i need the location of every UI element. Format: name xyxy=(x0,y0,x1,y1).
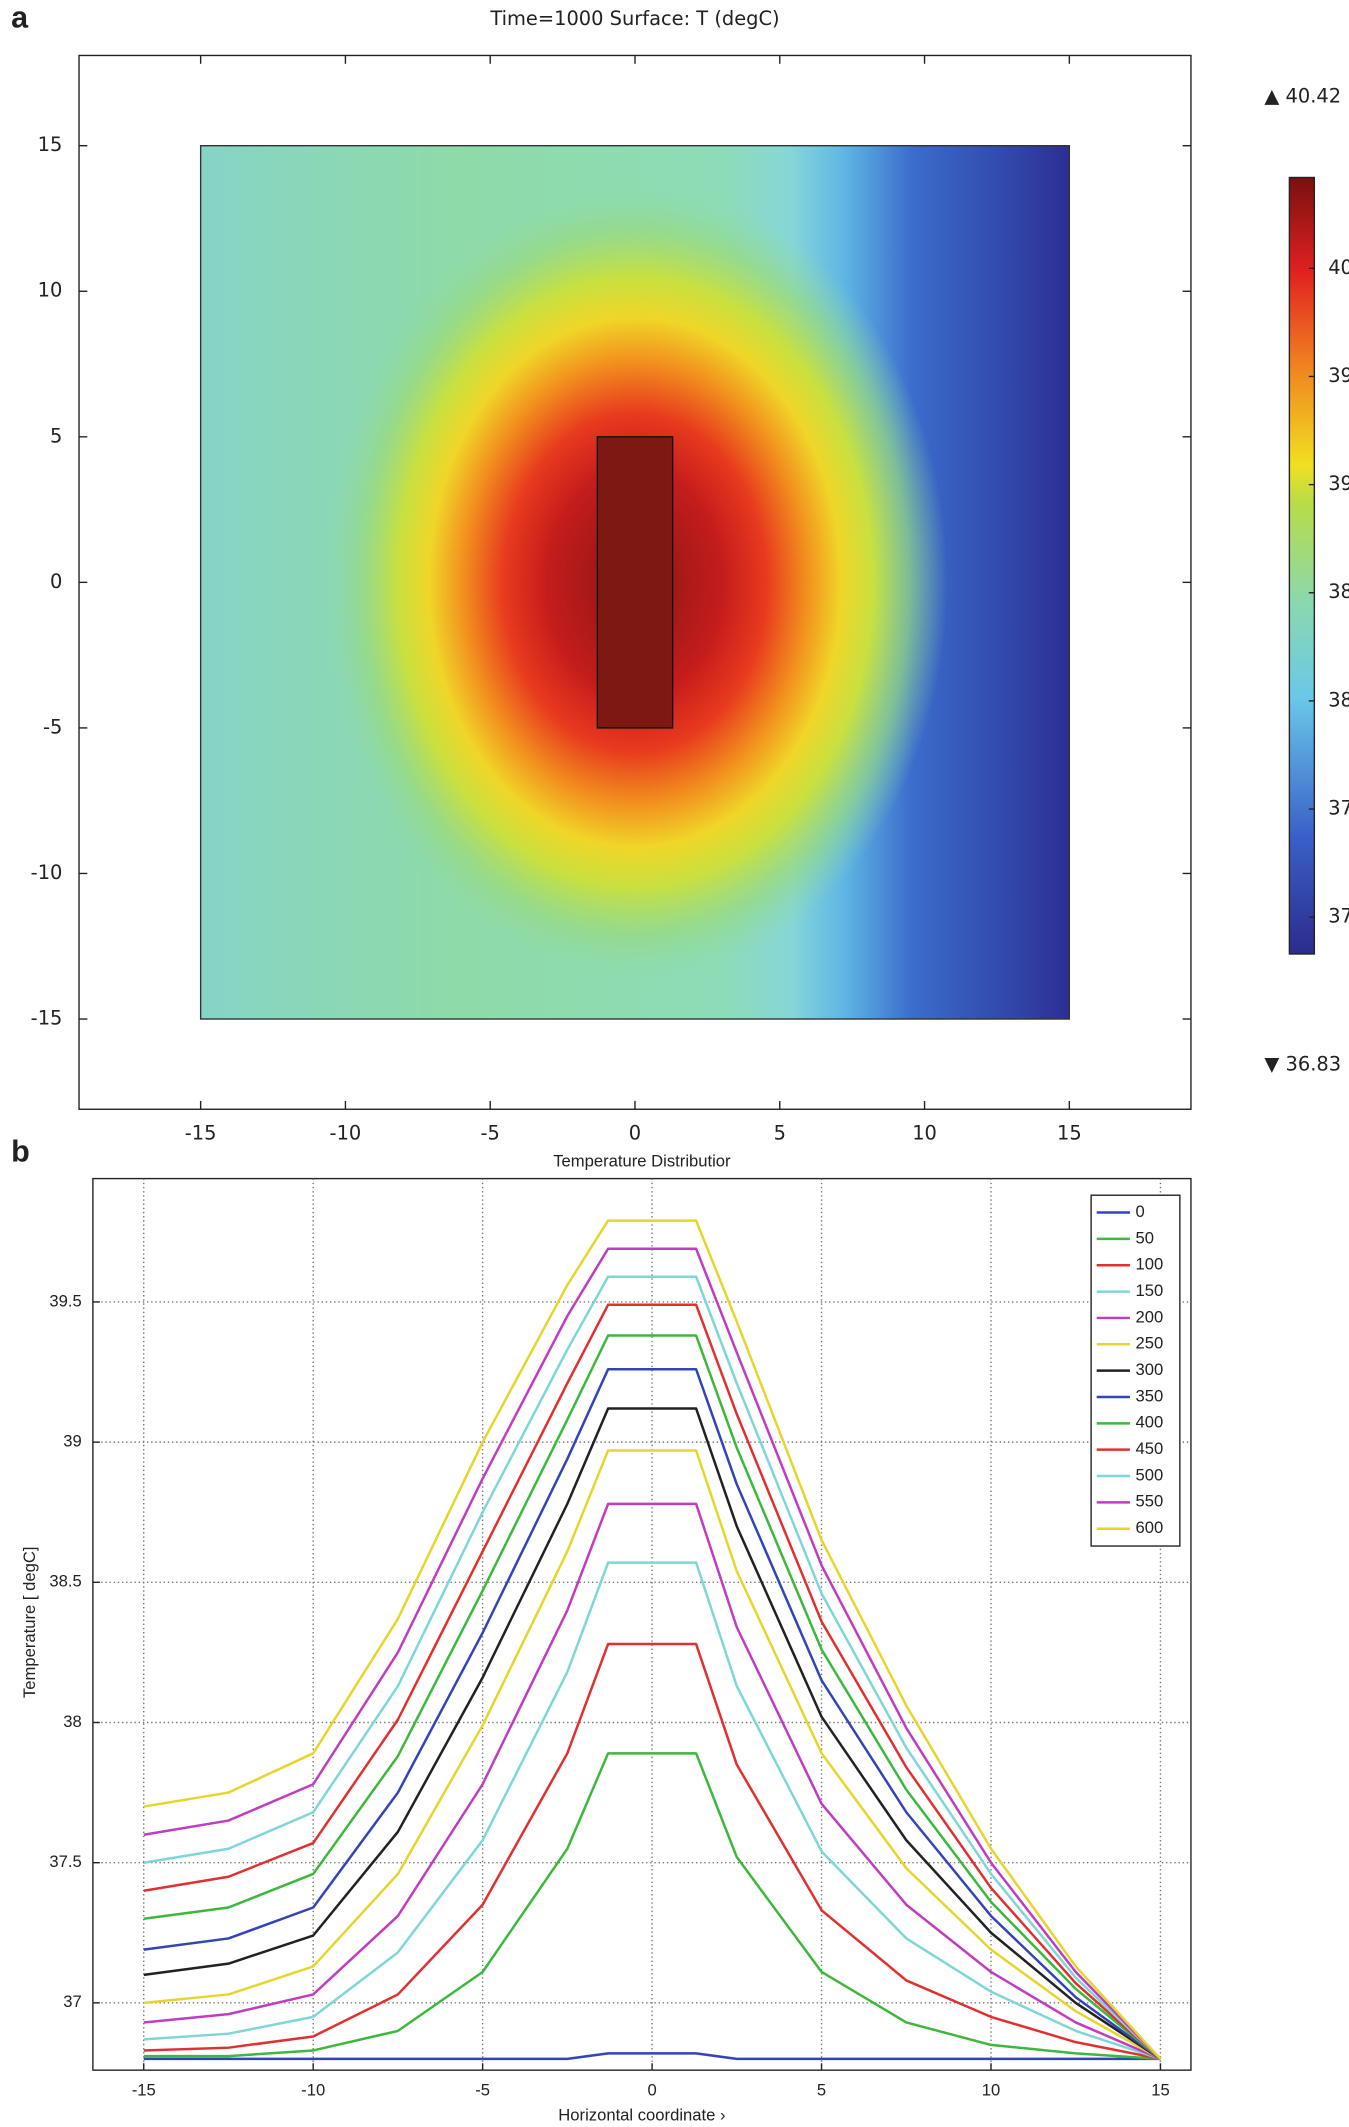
colorbar-tick-label: 39.5 xyxy=(1328,364,1349,387)
series-line xyxy=(143,1752,1161,2061)
y-tick-label: -5 xyxy=(43,715,62,738)
y-tick-label: 37.5 xyxy=(49,1852,81,1871)
legend-label: 600 xyxy=(1135,1518,1163,1537)
colorbar-tick-label: 37 xyxy=(1328,905,1349,928)
series-line xyxy=(143,1367,1162,2060)
y-tick-label: 39.5 xyxy=(49,1291,81,1310)
colorbar-tick-label: 38 xyxy=(1328,688,1349,711)
legend-label: 200 xyxy=(1135,1307,1163,1326)
panel-label: b xyxy=(11,1135,30,1169)
legend-label: 250 xyxy=(1135,1334,1163,1353)
colorbar-tick-label: 38.5 xyxy=(1328,580,1349,603)
y-tick-label: 37 xyxy=(63,1992,81,2011)
series-line xyxy=(143,1407,1162,2060)
colorbar-max-label: ▲ 40.42 xyxy=(1264,85,1341,108)
series-line xyxy=(143,2052,1161,2061)
x-tick-label: 10 xyxy=(912,1122,937,1145)
chart-title: Temperature Distributior xyxy=(553,1151,731,1170)
series-line xyxy=(143,1642,1161,2061)
series-line xyxy=(143,1449,1162,2061)
y-tick-label: -10 xyxy=(31,861,63,884)
legend-label: 350 xyxy=(1135,1386,1163,1405)
series-line xyxy=(143,1303,1162,2060)
y-tick-label: 15 xyxy=(38,133,63,156)
heater xyxy=(596,436,674,729)
x-tick-label: -5 xyxy=(475,2080,490,2099)
x-tick-label: 0 xyxy=(647,2080,656,2099)
legend-label: 300 xyxy=(1135,1360,1163,1379)
legend-label: 50 xyxy=(1135,1228,1153,1247)
series-line xyxy=(143,1247,1162,2060)
x-tick-label: -10 xyxy=(330,1122,362,1145)
x-tick-label: 0 xyxy=(629,1122,641,1145)
x-tick-label: 15 xyxy=(1151,2080,1169,2099)
legend-label: 450 xyxy=(1135,1439,1163,1458)
series-line xyxy=(143,1275,1162,2060)
x-tick-label: 5 xyxy=(774,1122,786,1145)
y-tick-label: 0 xyxy=(50,570,62,593)
colorbar xyxy=(1288,176,1316,955)
series-line xyxy=(143,1334,1162,2060)
colorbar-tick-label: 39 xyxy=(1328,472,1349,495)
y-tick-label: 39 xyxy=(63,1432,81,1451)
x-axis-label: Horizontal coordinate › xyxy=(558,2105,725,2124)
y-tick-label: -15 xyxy=(31,1007,63,1030)
legend-label: 100 xyxy=(1135,1255,1163,1274)
x-tick-label: -10 xyxy=(301,2080,325,2099)
legend-label: 0 xyxy=(1135,1202,1144,1221)
y-tick-label: 10 xyxy=(38,279,63,302)
series-line xyxy=(143,1219,1162,2060)
series-line xyxy=(143,1502,1161,2061)
series-line xyxy=(143,1561,1161,2061)
x-tick-label: -15 xyxy=(132,2080,156,2099)
y-axis-label: Temperature [ degC] xyxy=(20,1547,39,1699)
y-tick-label: 38.5 xyxy=(49,1572,81,1591)
chart-title: Time=1000 Surface: T (degC) xyxy=(489,7,779,30)
y-tick-label: 38 xyxy=(63,1712,81,1731)
panel-label: a xyxy=(11,0,29,34)
x-tick-label: 15 xyxy=(1057,1122,1082,1145)
x-tick-label: 5 xyxy=(817,2080,826,2099)
y-tick-label: 5 xyxy=(50,424,62,447)
legend-label: 150 xyxy=(1135,1281,1163,1300)
colorbar-min-label: ▼ 36.83 xyxy=(1264,1052,1341,1075)
colorbar-tick-label: 37.5 xyxy=(1328,797,1349,820)
legend-label: 550 xyxy=(1135,1492,1163,1511)
colorbar-tick-label: 40 xyxy=(1328,256,1349,279)
legend-label: 400 xyxy=(1135,1413,1163,1432)
x-tick-label: -15 xyxy=(185,1122,217,1145)
x-tick-label: -5 xyxy=(481,1122,500,1145)
x-tick-label: 10 xyxy=(982,2080,1000,2099)
legend-label: 500 xyxy=(1135,1465,1163,1484)
